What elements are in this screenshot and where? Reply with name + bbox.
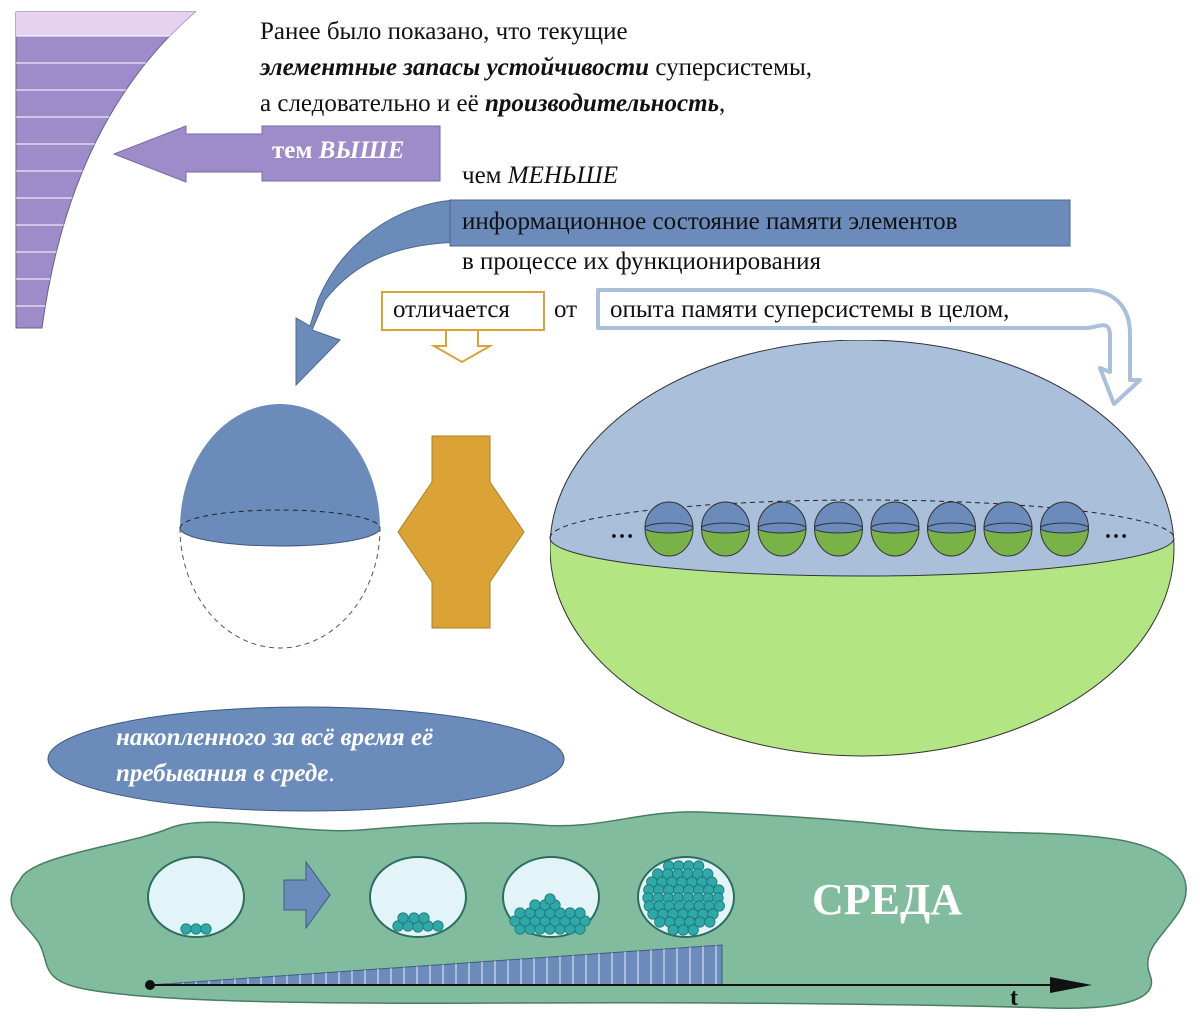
accumulated-line-2-end: . bbox=[328, 760, 335, 787]
step-arrow-icon bbox=[283, 860, 331, 930]
memory-particle bbox=[704, 916, 716, 928]
intro-line-2-emphasis: элементные запасы устойчивости bbox=[260, 54, 650, 81]
accumulated-ellipse-bg bbox=[47, 706, 565, 812]
info-box-label: информационное состояние памяти элементо… bbox=[462, 208, 958, 235]
higher-arrow bbox=[112, 125, 441, 183]
supersystem-label: опыта памяти суперсистемы в целом, bbox=[610, 296, 1010, 323]
higher-emphasis: ВЫШЕ bbox=[318, 137, 405, 164]
intro-line-3: а следовательно и её производительность, bbox=[260, 86, 725, 122]
memory-particle bbox=[514, 907, 526, 919]
mini-sphere bbox=[813, 501, 864, 557]
memory-particle bbox=[544, 893, 556, 905]
memory-particle bbox=[574, 923, 586, 935]
mini-sphere bbox=[1039, 501, 1090, 557]
accumulated-line-2: пребывания в среде. bbox=[116, 756, 335, 792]
process-label: в процессе их функционирования bbox=[462, 248, 821, 275]
accumulated-line-2-text: пребывания в среде bbox=[116, 760, 329, 787]
less-label: чем МЕНЬШЕ bbox=[462, 158, 618, 194]
differs-box-group bbox=[381, 291, 545, 364]
time-axis-label: t bbox=[1010, 985, 1018, 1011]
memory-particle bbox=[408, 912, 420, 924]
memory-particle bbox=[432, 920, 444, 932]
less-emphasis: МЕНЬШЕ bbox=[507, 162, 618, 189]
less-word: чем bbox=[462, 162, 502, 189]
time-axis bbox=[145, 944, 1092, 993]
memory-cell-1 bbox=[147, 856, 245, 938]
memory-particle bbox=[713, 900, 725, 912]
memory-particle bbox=[190, 923, 202, 935]
memory-particle bbox=[397, 912, 409, 924]
supersystem-box-group bbox=[596, 288, 1142, 406]
memory-particle bbox=[200, 923, 212, 935]
memory-particle bbox=[574, 907, 586, 919]
accumulation-sequence bbox=[147, 856, 735, 938]
comparison-double-arrow bbox=[397, 435, 525, 629]
supersystem-ellipse bbox=[549, 340, 1175, 757]
higher-label: тем ВЫШЕ bbox=[272, 133, 404, 169]
mini-sphere bbox=[700, 501, 751, 557]
info-curved-arrow bbox=[295, 199, 461, 387]
memory-particle bbox=[418, 912, 430, 924]
mini-sphere bbox=[983, 501, 1033, 557]
intro-line-3-post: , bbox=[719, 90, 726, 117]
memory-particle bbox=[687, 924, 699, 936]
intro-line-1: Ранее было показано, что текущие bbox=[260, 18, 628, 45]
intro-line-2-rest: суперсистемы, bbox=[649, 54, 813, 81]
memory-particle bbox=[529, 899, 541, 911]
mini-sphere bbox=[926, 501, 977, 557]
intro-line-3-emphasis: производительность bbox=[484, 90, 720, 117]
info-box-bg bbox=[449, 199, 1071, 247]
memory-particle bbox=[579, 915, 591, 927]
accumulated-line-1: накопленного за всё время её bbox=[116, 724, 434, 751]
environment-area bbox=[10, 811, 1187, 1009]
mini-sphere bbox=[644, 501, 694, 557]
ellipsis-right: … bbox=[1104, 518, 1128, 544]
environment-label: СРЕДА bbox=[812, 875, 963, 924]
differs-label: отличается bbox=[393, 296, 510, 323]
memory-particle bbox=[564, 907, 576, 919]
memory-particle bbox=[677, 924, 689, 936]
memory-particle bbox=[654, 916, 666, 928]
higher-word: тем bbox=[272, 137, 313, 164]
intro-line-3-pre: а следовательно и её bbox=[260, 90, 485, 117]
memory-particle bbox=[667, 924, 679, 936]
mini-sphere bbox=[757, 501, 807, 557]
from-label: от bbox=[554, 296, 578, 323]
memory-cell-2 bbox=[369, 856, 467, 938]
ellipsis-left: … bbox=[610, 518, 634, 544]
memory-particle bbox=[180, 923, 192, 935]
intro-line-2: элементные запасы устойчивости суперсист… bbox=[260, 50, 812, 86]
element-hemisphere bbox=[179, 404, 381, 649]
mini-sphere bbox=[870, 501, 920, 557]
